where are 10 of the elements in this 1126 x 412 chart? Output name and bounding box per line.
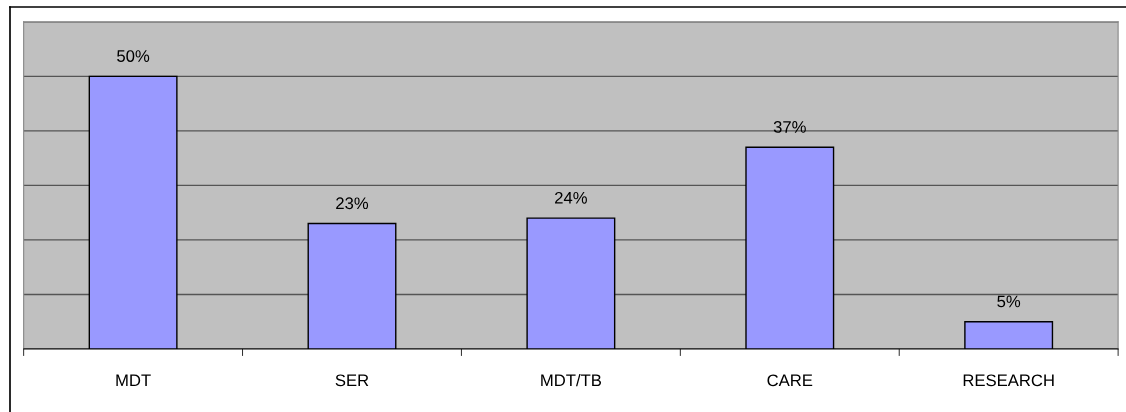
data-label: 37% <box>773 121 806 133</box>
data-label: 5% <box>997 295 1021 308</box>
x-tick-label: RESEARCH <box>963 374 1054 387</box>
x-tick-label: MDT <box>116 374 151 387</box>
data-label: 23% <box>336 197 369 210</box>
data-label: 50% <box>117 50 150 62</box>
x-tick-label: SER <box>335 374 369 387</box>
x-tick-label: MDT/TB <box>541 373 602 387</box>
x-tick-label: CARE <box>767 374 813 387</box>
data-label: 24% <box>555 191 587 204</box>
